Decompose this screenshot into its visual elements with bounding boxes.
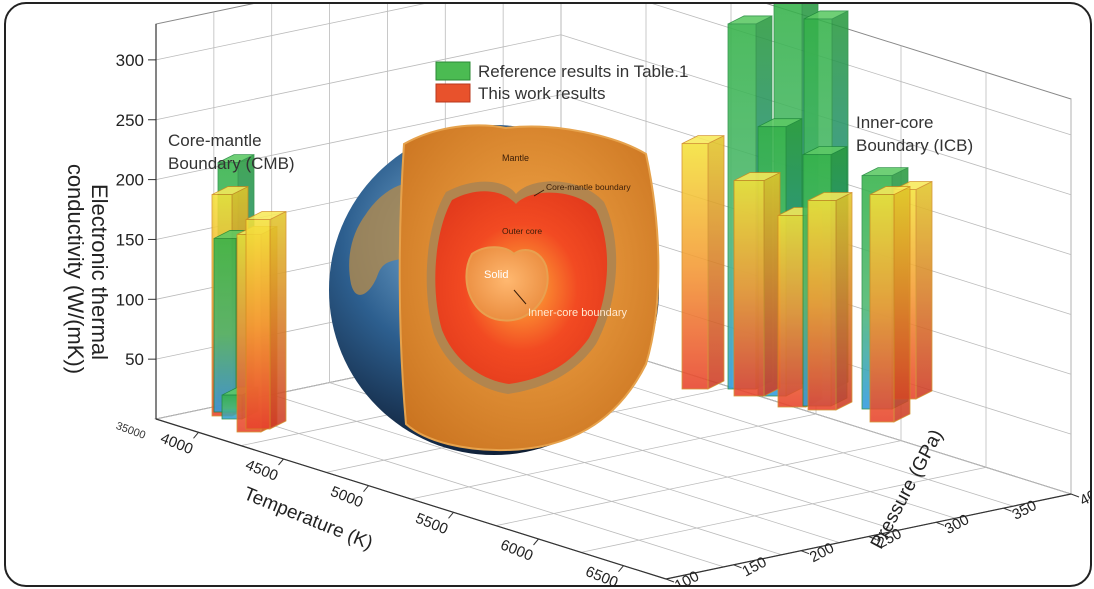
earth-label-solid: Solid [484,269,508,281]
y-tick-mark [1003,507,1012,512]
bars-group-back [211,153,287,433]
earth-label-cmb-text: Core-mantle boundary [546,182,631,192]
annotation-icb: Inner-core Boundary (ICB) [856,113,973,155]
x-tick-mark [278,458,284,466]
bar-this-work-icb [681,134,725,390]
x-tick-label: 6000 [498,536,535,564]
legend-swatch-this-work [435,83,471,103]
floor-grid-x [580,466,987,553]
y-tick-mark [733,564,742,569]
earth-cutaway-illustration: Mantle Core-mantle boundary Outer core S… [329,124,660,455]
floor-grid-x [410,413,817,500]
earth-label-cmb: Core-mantle boundary [546,182,631,192]
left-wall-grid-h [155,4,425,61]
y-tick-label: 400 [1077,483,1090,510]
z-tick-label: 100 [116,290,144,309]
floor-grid-y [213,406,724,568]
x-tick-mark [363,485,369,492]
floor-grid-x [495,440,902,527]
x-tick-mark [618,565,624,572]
x-tick-label: 5000 [328,483,365,511]
legend-label-reference: Reference results in Table.1 [478,62,688,81]
x-tick-label: 5500 [413,510,450,538]
bar-this-work-icb [807,191,853,411]
bar-this-work-cmb [245,210,287,430]
bar-this-work-icb [869,185,911,423]
x-tick-label: 4000 [158,430,195,458]
floor-grid-y [271,394,782,556]
earth-label-icb: Inner-core boundary [528,307,628,319]
cmb-pointer-line [533,189,545,197]
z-axis-title: conductivity (W/(mK)) Electronic thermal [63,164,112,380]
x-tick-mark [193,432,199,439]
y-tick-mark [1070,493,1080,498]
chart-3d-bar: Mantle Core-mantle boundary Outer core S… [63,4,1090,585]
earth-label-mantle: Mantle [502,153,529,163]
z-tick-label: 300 [116,51,144,70]
legend-label-this-work: This work results [478,84,606,103]
z-tick-label: 250 [116,111,144,130]
bars-group-front [681,4,933,423]
legend-swatch-reference [435,61,471,81]
z-origin-label: 35000 [114,420,147,442]
annotations: Core-mantle Boundary (CMB) Inner-core Bo… [168,113,973,173]
icb-pointer-line [513,289,527,305]
z-tick-label: 50 [125,350,144,369]
x-tick-label: 6500 [583,563,620,585]
annotation-cmb-line-1: Core-mantle [168,131,262,150]
y-tick-mark [800,550,810,555]
z-tick-label: 150 [116,230,144,249]
earth-label-outer-core: Outer core [502,226,542,236]
z-axis-title-line-1: conductivity (W/(mK)) [63,164,88,374]
bar-this-work-icb [733,171,781,397]
figure-frame: Mantle Core-mantle boundary Outer core S… [4,2,1092,587]
annotation-cmb-line-2: Boundary (CMB) [168,154,295,173]
x-tick-mark [533,538,539,546]
inner-core-solid [465,246,549,322]
z-tick-label: 200 [116,171,144,190]
y-tick-mark [935,521,945,526]
x-tick-mark [448,512,454,519]
legend: Reference results in Table.1 This work r… [435,61,688,103]
z-axis-title-line-2: Electronic thermal [87,184,112,360]
annotation-icb-line-2: Boundary (ICB) [856,136,973,155]
x-tick-label: 4500 [243,456,280,484]
y-tick-mark [868,536,877,540]
y-tick-mark [665,578,675,583]
left-wall-grid-h [155,34,562,121]
annotation-cmb: Core-mantle Boundary (CMB) [168,131,295,173]
x-axis-line [155,418,667,580]
annotation-icb-line-1: Inner-core [856,113,933,132]
